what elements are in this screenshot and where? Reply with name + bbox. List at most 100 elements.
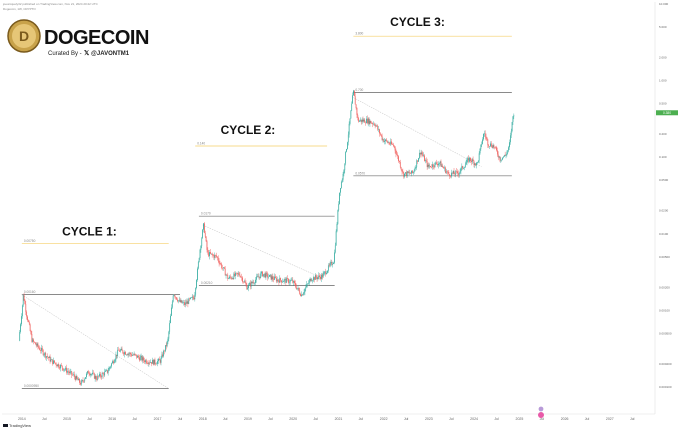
candle-body (65, 367, 67, 370)
candle-body (196, 280, 197, 288)
candle-body (204, 223, 205, 233)
candle-body (350, 110, 352, 119)
candle-body (101, 373, 103, 378)
trendline (202, 224, 324, 279)
candle-body (137, 355, 138, 358)
x-tick-label: 2026 (561, 417, 569, 421)
candle-body (116, 354, 118, 356)
candle-body (475, 163, 477, 166)
candle-body (490, 143, 491, 147)
candle-body (437, 164, 438, 166)
candle-body (415, 167, 417, 168)
candle-body (491, 146, 493, 148)
candle-body (473, 160, 475, 165)
candle-body (216, 255, 217, 257)
candle-body (485, 136, 487, 138)
candle-body (23, 295, 25, 301)
candle-body (458, 172, 460, 175)
candle-body (45, 352, 47, 358)
candle-body (327, 265, 329, 271)
candle-body (256, 276, 257, 280)
candle-body (409, 172, 411, 174)
candle-body (391, 141, 392, 145)
candle-body (71, 371, 73, 375)
candle-body (364, 119, 366, 123)
candle-body (148, 362, 150, 364)
candle-body (243, 281, 244, 283)
candle-body (155, 363, 157, 365)
cycle-annotation: CYCLE 2: (221, 123, 276, 137)
candle-body (353, 90, 355, 97)
candle-body (272, 276, 274, 279)
x-tick-label: Jul (630, 417, 635, 421)
candle-body (429, 165, 431, 167)
candle-body (248, 284, 249, 289)
candle-body (178, 299, 180, 301)
candle-body (436, 162, 438, 165)
candle-body (54, 362, 56, 364)
candle-body (500, 160, 502, 161)
candle-body (198, 258, 200, 262)
candle-body (318, 275, 320, 278)
candle-body (167, 338, 169, 342)
candle-body (365, 122, 366, 124)
candle-body (303, 292, 305, 294)
candle-body (258, 276, 260, 278)
candle-body (313, 277, 314, 281)
candle-body (360, 119, 362, 122)
x-tick-label: Jul (133, 417, 138, 421)
candle-body (312, 280, 314, 281)
byline-prefix: Curated By - (48, 51, 82, 57)
candle-body (465, 162, 467, 165)
candle-body (180, 300, 182, 303)
candle-body (419, 152, 421, 155)
candle-body (254, 283, 255, 284)
candle-body (215, 255, 216, 256)
candle-body (260, 273, 262, 278)
candle-body (412, 170, 413, 173)
candle-body (451, 172, 453, 174)
candle-body (501, 159, 503, 161)
candle-body (131, 354, 132, 356)
candle-body (302, 293, 304, 296)
candle-body (283, 279, 285, 282)
candle-body (314, 277, 315, 280)
candle-body (47, 357, 49, 358)
dogecoin-logo-icon: D (7, 19, 41, 53)
candle-body (30, 330, 32, 334)
candle-body (188, 298, 190, 304)
candle-body (177, 299, 178, 302)
candle-body (513, 115, 515, 117)
candle-body (178, 300, 179, 302)
candle-body (225, 274, 227, 276)
candle-body (205, 236, 207, 242)
candle-body (165, 345, 166, 352)
candle-body (262, 274, 264, 277)
candle-body (445, 171, 447, 173)
candle-body (115, 354, 117, 360)
y-tick-label: 0.00200 (659, 285, 670, 289)
candle-body (405, 172, 407, 176)
candle-body (458, 173, 459, 175)
candle-body (285, 278, 287, 283)
candle-body (56, 365, 58, 367)
candle-body (359, 120, 360, 122)
candle-body (79, 378, 80, 383)
candle-body (310, 278, 312, 282)
candle-body (39, 347, 41, 351)
byline-handle: @JAVONTM1 (91, 51, 130, 57)
candle-body (69, 371, 71, 373)
candle-body (24, 300, 26, 304)
candle-body (249, 283, 251, 287)
candle-body (132, 354, 134, 356)
candle-body (223, 267, 224, 269)
candle-body (63, 369, 65, 371)
candle-body (179, 299, 181, 303)
candle-body (308, 280, 310, 284)
candle-body (93, 373, 95, 379)
candle-body (140, 356, 142, 358)
candle-body (54, 360, 55, 363)
y-tick-label: 0.000100 (659, 385, 672, 389)
candle-body (108, 367, 110, 371)
candle-body (138, 355, 139, 358)
